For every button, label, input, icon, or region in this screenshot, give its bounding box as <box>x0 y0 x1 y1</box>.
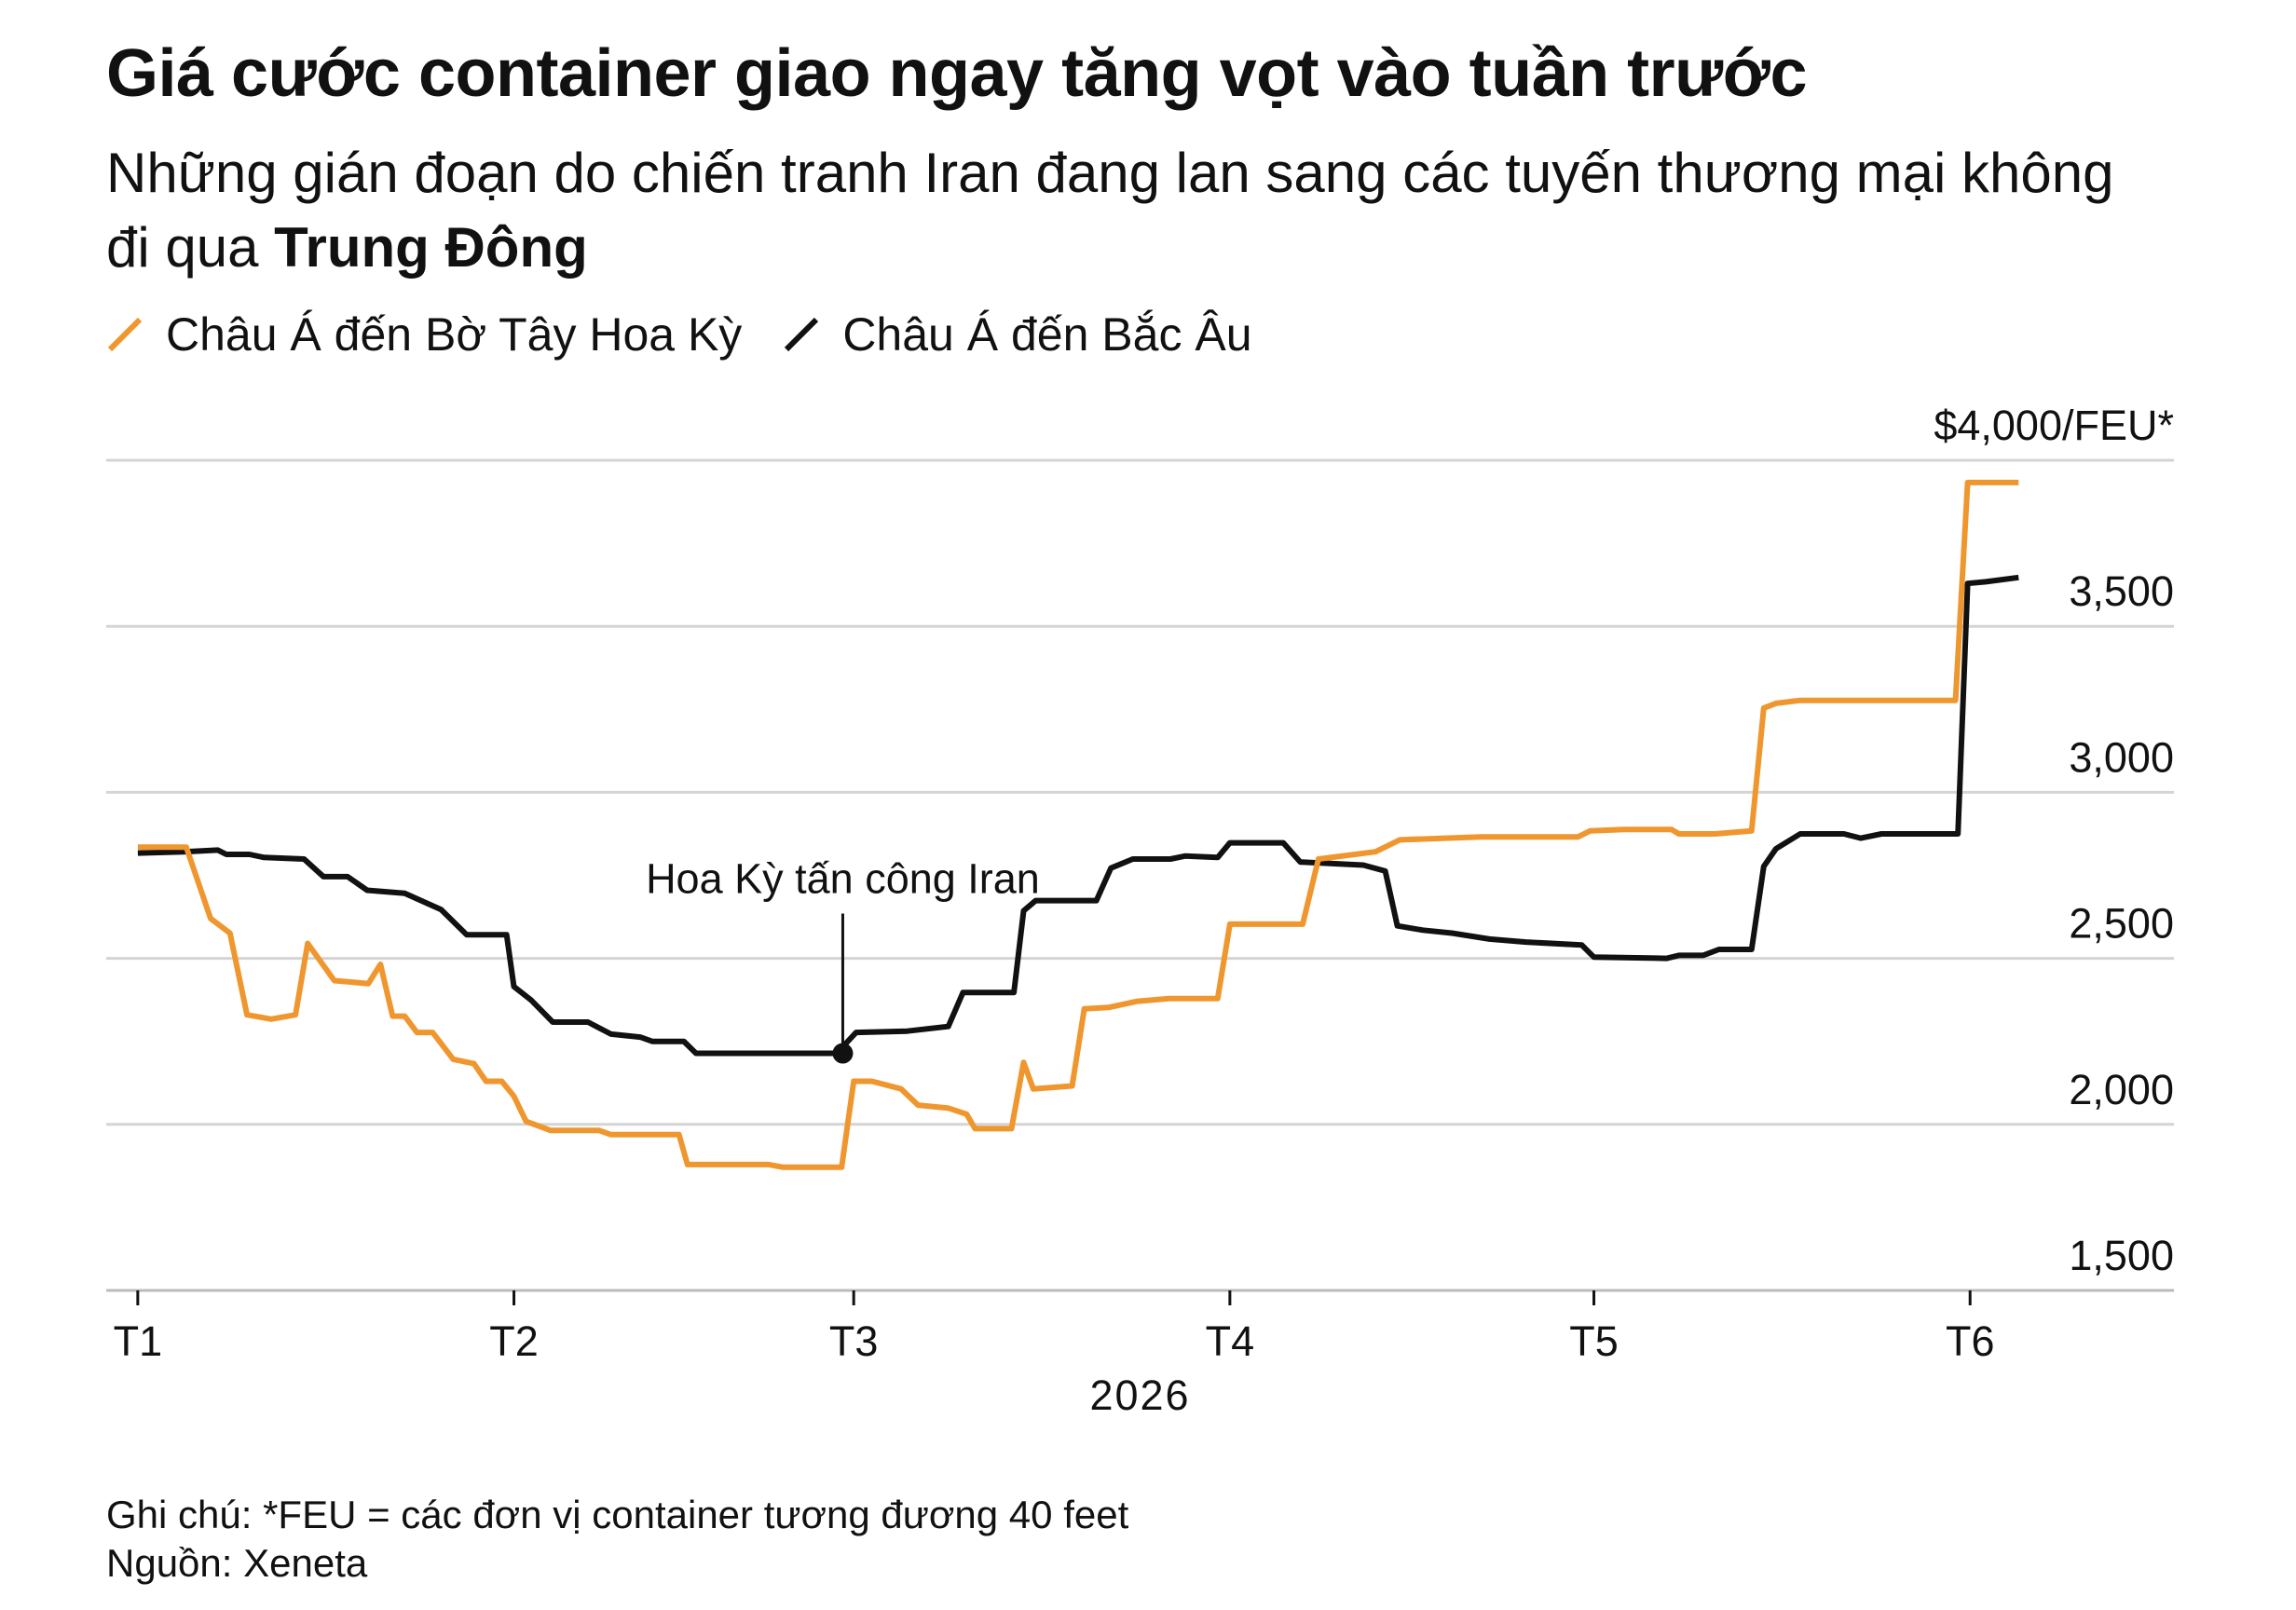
legend-swatch <box>785 317 819 352</box>
legend-label: Châu Á đến Bắc Âu <box>842 308 1252 361</box>
legend-label: Châu Á đến Bờ Tây Hoa Kỳ <box>166 308 743 361</box>
x-tick-label: T5 <box>1569 1317 1619 1365</box>
legend-swatch <box>107 317 143 352</box>
x-axis-label: 2026 <box>1089 1371 1190 1419</box>
y-tick-label: 3,500 <box>2069 567 2174 615</box>
y-tick-label: 2,000 <box>2069 1066 2174 1113</box>
y-tick-label: 1,500 <box>2069 1232 2174 1279</box>
note: Ghi chú: *FEU = các đơn vị container tươ… <box>106 1493 1129 1536</box>
x-tick-label: T1 <box>114 1317 163 1365</box>
y-tick-label: $4,000/FEU* <box>1934 402 2174 449</box>
x-tick-label: T6 <box>1946 1317 1995 1365</box>
legend-icon <box>785 317 819 352</box>
subtitle-text: Những gián đoạn do chiến tranh Iran đang… <box>106 142 2114 279</box>
subtitle-bold: Trung Đông <box>274 216 588 279</box>
annotation-dot <box>832 1043 854 1064</box>
notes: Ghi chú: *FEU = các đơn vị container tươ… <box>106 1491 1128 1588</box>
line-series <box>137 574 2019 1057</box>
y-tick-label: 3,000 <box>2069 733 2174 781</box>
chart-title: Giá cước container giao ngay tăng vọt và… <box>106 36 1808 111</box>
source: Nguồn: Xeneta <box>106 1541 368 1585</box>
annotation-text: Hoa Kỳ tấn công Iran <box>646 855 1040 903</box>
legend-icon <box>107 317 143 352</box>
x-tick-label: T4 <box>1206 1317 1255 1365</box>
line-series <box>137 479 2019 1170</box>
x-tick-label: T3 <box>829 1317 879 1365</box>
legend-item: Châu Á đến Bắc Âu <box>783 307 1252 362</box>
legend-item: Châu Á đến Bờ Tây Hoa Kỳ <box>106 307 742 362</box>
x-tick-label: T2 <box>489 1317 539 1365</box>
legend: Châu Á đến Bờ Tây Hoa Kỳ Châu Á đến Bắc … <box>106 307 1293 362</box>
y-tick-label: 2,500 <box>2069 900 2174 948</box>
chart-subtitle: Những gián đoạn do chiến tranh Iran đang… <box>106 136 2156 285</box>
